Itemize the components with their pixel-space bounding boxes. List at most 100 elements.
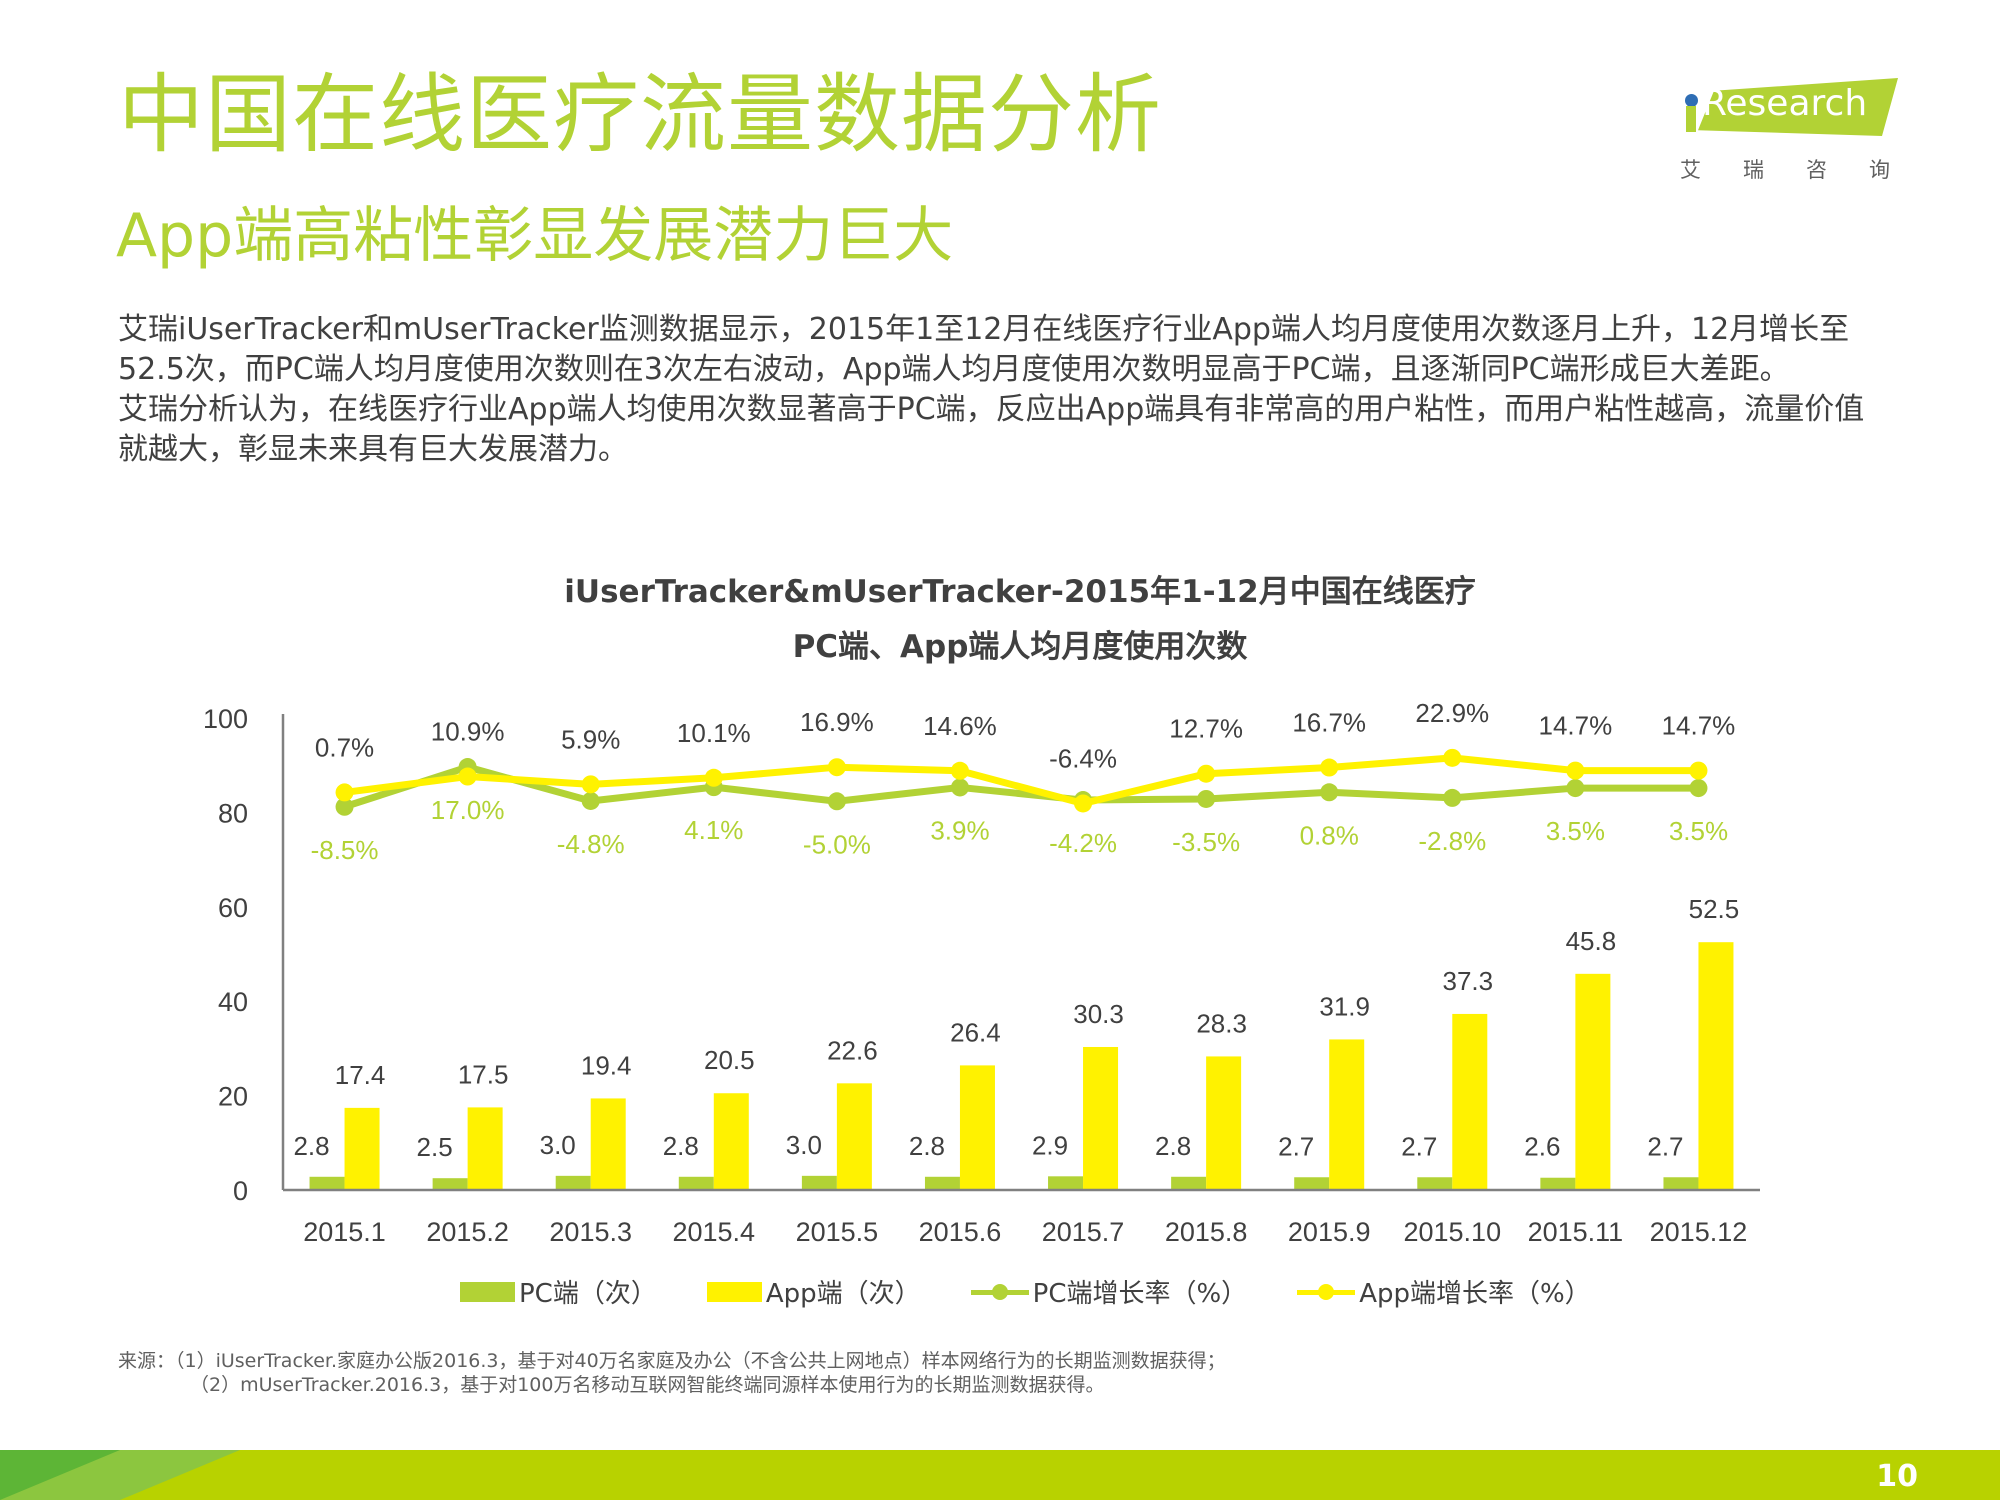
bar-label-app: 17.4 [335, 1060, 386, 1090]
bar-pc [309, 1176, 345, 1190]
app-growth-marker [704, 768, 723, 787]
bar-app [1206, 1056, 1242, 1190]
pc-growth-label: 0.8% [1300, 820, 1359, 850]
app-growth-label: 16.7% [1292, 708, 1366, 738]
x-tick-label: 2015.10 [1403, 1217, 1501, 1247]
bars [309, 942, 1734, 1190]
x-tick-label: 2015.12 [1650, 1217, 1748, 1247]
pc-growth-label: 3.5% [1669, 816, 1728, 846]
pc-growth-label: 3.9% [930, 815, 989, 845]
app-growth-label: 16.9% [800, 707, 874, 737]
logo-char: 瑞 [1743, 158, 1764, 182]
pc-growth-line [343, 763, 1699, 811]
source-line-2: （2）mUserTracker.2016.3，基于对100万名移动互联网智能终端… [190, 1374, 1105, 1396]
pc-growth-label: 4.1% [684, 815, 743, 845]
bar-pc [555, 1175, 591, 1190]
bar-pc [1048, 1176, 1084, 1190]
app-growth-label: 10.9% [431, 717, 505, 747]
bar-label-app: 19.4 [581, 1050, 632, 1080]
bar-label-pc: 2.8 [909, 1131, 945, 1161]
bar-label-app: 20.5 [704, 1045, 755, 1075]
bar-app [344, 1107, 380, 1190]
bar-app [590, 1098, 626, 1190]
pc-growth-label: 17.0% [431, 795, 505, 825]
chart: 0 20 40 60 80 100 2.8 2.5 3.0 2.8 3.0 2.8 2.9 2.8 2.7… [203, 698, 1760, 1247]
bar-label-app: 30.3 [1073, 999, 1124, 1029]
x-tick-label: 2015.11 [1528, 1217, 1624, 1247]
pc-growth-label: 3.5% [1546, 816, 1605, 846]
app-growth-marker [1689, 761, 1708, 780]
app-growth-label: 0.7% [315, 732, 374, 762]
iresearch-logo: Research 艾 瑞 咨 询 [1680, 72, 1900, 182]
bar-label-pc: 2.7 [1647, 1131, 1683, 1161]
source-note: 来源：（1）iUserTracker.家庭办公版2016.3，基于对40万名家庭… [118, 1349, 1226, 1397]
pc-growth-label: -4.8% [557, 829, 625, 859]
legend-swatch-app [706, 1281, 762, 1302]
x-tick-label: 2015.7 [1042, 1217, 1125, 1247]
y-tick-label: 100 [203, 704, 248, 734]
bar-label-pc: 3.0 [540, 1130, 576, 1160]
bar-label-app: 45.8 [1566, 926, 1617, 956]
x-tick-label: 2015.1 [303, 1217, 386, 1247]
bar-label-pc: 2.8 [663, 1131, 699, 1161]
bar-label-app: 31.9 [1319, 991, 1370, 1021]
pc-growth-label: -2.8% [1418, 826, 1486, 856]
body-paragraph: 艾瑞分析认为，在线医疗行业App端人均使用次数显著高于PC端，反应出App端具有… [118, 392, 1865, 467]
pc-growth-marker [1320, 783, 1339, 802]
app-growth-marker [1197, 764, 1216, 783]
logo-i-stem [1686, 106, 1696, 132]
legend-label: App端增长率（%） [1359, 1279, 1591, 1309]
legend-swatch-app-growth [1297, 1282, 1356, 1302]
app-growth-marker [581, 775, 600, 794]
x-tick-label: 2015.4 [672, 1217, 755, 1247]
pc-growth-marker [1566, 779, 1585, 798]
app-growth-label: -6.4% [1049, 743, 1117, 773]
bar-label-app: 52.5 [1689, 894, 1740, 924]
y-tick-label: 60 [218, 893, 248, 923]
bar-pc [1663, 1177, 1699, 1190]
legend-swatch-pc-growth [970, 1282, 1029, 1302]
x-tick-label: 2015.9 [1288, 1217, 1371, 1247]
bar-pc [1294, 1177, 1330, 1190]
bar-label-app: 26.4 [950, 1017, 1001, 1047]
bar-app [836, 1083, 872, 1190]
app-growth-marker [1566, 761, 1585, 780]
bar-label-pc: 2.7 [1401, 1131, 1437, 1161]
pc-growth-marker [950, 778, 969, 797]
x-axis: 2015.1 2015.2 2015.3 2015.4 2015.5 2015.6 2015… [283, 1188, 1760, 1247]
bar-label-pc: 2.6 [1524, 1132, 1560, 1162]
legend-label: PC端增长率（%） [1032, 1279, 1248, 1309]
bar-app [1452, 1013, 1488, 1190]
app-growth-label: 5.9% [561, 724, 620, 754]
app-growth-marker [1074, 794, 1093, 813]
body-paragraph: 艾瑞iUserTracker和mUserTracker监测数据显示，2015年1… [118, 312, 1850, 387]
bar-app [1698, 942, 1734, 1190]
bar-label-pc: 2.8 [1155, 1131, 1191, 1161]
logo-chinese-name: 艾 瑞 咨 询 [1680, 154, 1890, 184]
y-axis: 0 20 40 60 80 100 [203, 704, 285, 1206]
pc-growth-marker [335, 797, 354, 816]
pc-growth-label: -8.5% [311, 835, 379, 865]
bar-app [1083, 1046, 1119, 1190]
x-tick-label: 2015.3 [549, 1217, 632, 1247]
app-growth-label: 14.7% [1539, 711, 1613, 741]
legend-item-pc: PC端（次） [460, 1273, 657, 1310]
bar-pc [432, 1178, 468, 1190]
data-labels: 2.8 2.5 3.0 2.8 3.0 2.8 2.9 2.8 2.7 2.7 2.6 2.7 17.4… [293, 698, 1739, 1162]
pc-growth-label: -4.2% [1049, 828, 1117, 858]
app-growth-label: 22.9% [1415, 698, 1489, 728]
pc-growth-marker [827, 792, 846, 811]
logo-dot [1685, 94, 1698, 107]
chart-legend: PC端（次） App端（次） PC端增长率（%） App端增长率（%） [460, 1273, 1641, 1310]
page-number: 10 [1876, 1459, 1918, 1494]
bar-app [467, 1107, 503, 1190]
footer-bar: 10 [0, 1450, 2000, 1500]
bar-pc [1540, 1177, 1576, 1190]
app-growth-label: 14.7% [1662, 711, 1736, 741]
legend-swatch-pc [460, 1281, 515, 1302]
app-growth-marker [827, 758, 846, 777]
app-growth-marker [335, 783, 354, 802]
legend-item-pc-growth: PC端增长率（%） [970, 1273, 1248, 1310]
bar-app [959, 1065, 995, 1190]
bar-label-pc: 2.8 [293, 1131, 329, 1161]
